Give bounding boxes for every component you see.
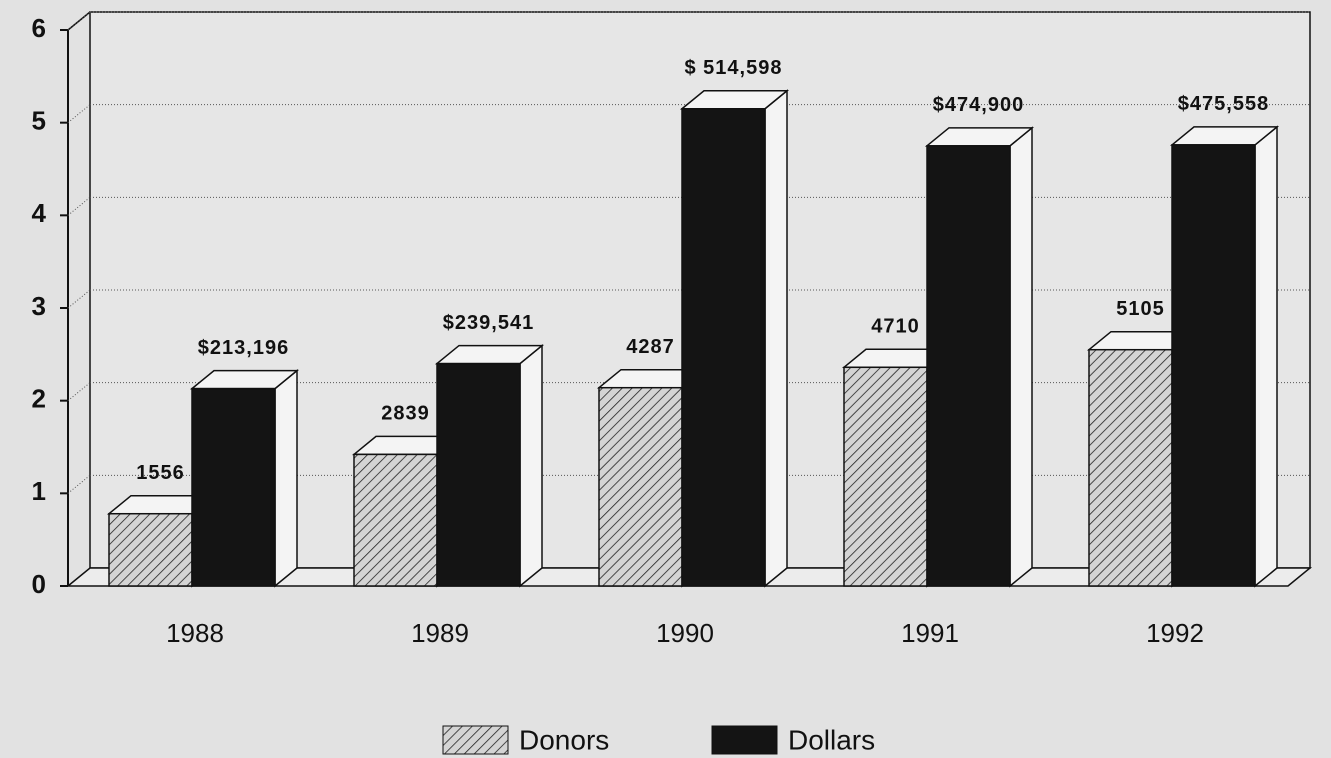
bar xyxy=(108,512,193,587)
bar-side xyxy=(1009,126,1033,588)
value-label: $239,541 xyxy=(443,312,534,334)
bar xyxy=(598,386,683,587)
bar xyxy=(191,387,276,587)
y-tick-label: 3 xyxy=(32,291,46,321)
value-label: 5105 xyxy=(1116,298,1165,320)
value-label: $ 514,598 xyxy=(685,57,783,79)
bar xyxy=(436,362,521,587)
value-label: 4710 xyxy=(871,316,920,338)
y-tick-label: 0 xyxy=(32,569,46,599)
bar xyxy=(681,108,766,587)
x-tick-label: 1990 xyxy=(656,618,714,648)
y-tick-label: 4 xyxy=(32,198,47,228)
legend-label: Dollars xyxy=(788,724,875,755)
legend-label: Donors xyxy=(519,724,609,755)
y-tick-label: 1 xyxy=(32,476,46,506)
bar-side xyxy=(519,344,543,588)
grid-line xyxy=(67,104,91,124)
legend-swatch xyxy=(711,725,778,755)
x-tick-label: 1989 xyxy=(411,618,469,648)
value-label: $213,196 xyxy=(198,337,289,359)
grid-line xyxy=(67,474,91,494)
y-tick-label: 2 xyxy=(32,384,46,414)
value-label: $474,900 xyxy=(933,94,1024,116)
grid-line xyxy=(67,289,91,309)
bar-side xyxy=(274,369,298,588)
bar xyxy=(843,366,928,587)
value-label: 1556 xyxy=(136,462,185,484)
value-label: 4287 xyxy=(626,336,675,358)
x-tick-label: 1991 xyxy=(901,618,959,648)
y-tick-label: 5 xyxy=(32,106,46,136)
bar xyxy=(353,453,438,587)
x-tick-label: 1992 xyxy=(1146,618,1204,648)
bar-side xyxy=(1254,125,1278,588)
grid-line xyxy=(67,196,91,216)
left-wall-edge xyxy=(67,11,91,31)
y-tick-label: 6 xyxy=(32,13,46,43)
bar xyxy=(1171,144,1256,587)
bar xyxy=(926,145,1011,587)
grid-line xyxy=(67,382,91,402)
value-label: 2839 xyxy=(381,403,430,425)
legend-swatch xyxy=(442,725,509,755)
bar-side xyxy=(764,89,788,588)
bar xyxy=(1088,348,1173,587)
x-tick-label: 1988 xyxy=(166,618,224,648)
value-label: $475,558 xyxy=(1178,93,1269,115)
